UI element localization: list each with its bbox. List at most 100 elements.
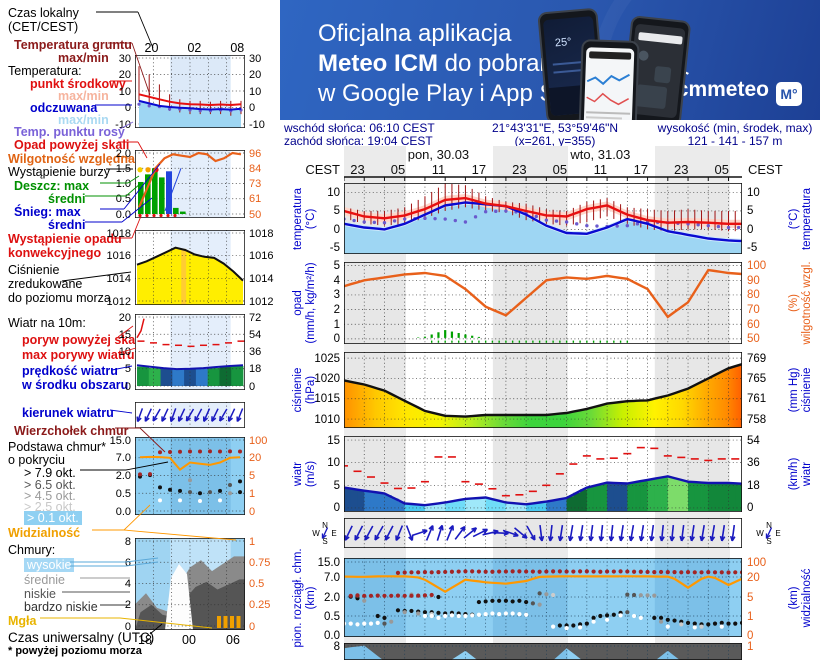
axis-tick-wiatr-kmh: 36 [747,457,760,470]
axis-tick-opad: 70 [747,304,760,317]
hour-label: 23 [674,162,689,177]
axis-tick-chmury-r: 1 [747,641,754,653]
axis-tick-cis: 1010 [314,413,340,426]
legend-konwekcyjnego: konwekcyjnego [8,246,102,260]
mini-tick-wiatr: 15 [118,328,131,341]
axis-title-chm: (km) [305,586,317,609]
axis-title-chm: pion. rozciągł. chm. [292,547,304,648]
axis-tick-temp: 10 [327,187,340,200]
axis-tick-cis: 1015 [314,393,340,406]
panel-dir [344,518,742,548]
legend-chmury-: Chmury: [8,543,56,557]
axis-title-temp: temperatura [801,187,813,250]
svg-text:N: N [322,521,328,530]
mini-tick-opad: 84 [249,162,262,175]
axis-tick-cis: 1020 [314,372,340,385]
mini-tick-cis: 1018 [106,227,131,240]
mini-tick-chm: 2.0 [115,470,131,482]
mini-tick-wiatr: 0 [249,380,256,393]
date-label: wto, 31.03 [570,147,631,162]
axis-tick-wiatr: 15 [327,434,340,447]
mini-tick-chm: 0 [249,505,256,518]
mini-chart-opad [135,150,245,218]
hour-label: 11 [593,162,608,177]
legend--2-5-okt-: > 2.5 okt. [24,500,76,514]
mini-tick-cis: 1014 [249,272,274,285]
legend-wilgotność-względna: Wilgotność względna [8,152,135,166]
axis-tick-wiatr: 5 [333,479,340,492]
axis-tick-cis-mmhg: 765 [747,372,767,385]
app-promo-banner[interactable]: Oficjalna aplikacja Meteo ICM do pobrani… [280,0,820,120]
legend-leader-lines [40,11,237,635]
legend--powyżej-poziomu-morza: * powyżej poziomu morza [8,645,142,657]
axis-tick-cis: 1025 [314,352,340,365]
axis-title-cis: ciśnienie [292,367,304,413]
legend-deszcz-max: Deszcz: max [14,179,90,193]
svg-text:E: E [775,529,780,538]
mini-tick-opad: 61 [249,193,262,206]
legend-temperatura-gruntu: Temperatura gruntu [14,38,132,52]
sunset-info: zachód słońca: 19:04 CEST [284,134,433,148]
axis-tick-opad: 5 [333,260,340,273]
axis-title-cis: (hPa) [305,375,317,405]
axis-tick-opad: 100 [747,260,767,273]
axis-tick-cis-mmhg: 761 [747,393,767,406]
legend-widzialność: Widzialność [8,526,81,540]
mini-chart-temp [135,55,245,128]
grid-xy: (x=261, y=355) [514,134,596,148]
icmmeteo-logo[interactable]: icmmeteo M° [662,68,802,106]
date-label: pon, 30.03 [407,147,470,162]
legend-mgła: Mgła [8,614,37,628]
mini-tick-chmury: 4 [124,578,131,590]
legend--0-1-okt-: > 0.1 okt. [24,511,82,525]
legend-wiatr-na-10m-: Wiatr na 10m: [8,316,86,330]
altitude-label: wysokość (min, środek, max) [657,121,813,135]
axis-tick-opad: 3 [333,289,340,302]
axis-title-wiatr: (km/h) [788,457,800,491]
legend-o-pokryciu: o pokryciu [8,453,65,467]
altitude-values: 121 - 141 - 157 m [687,134,783,148]
legend-czas-lokalny: Czas lokalny [8,6,79,20]
mini-tick-temp: -10 [249,118,265,131]
legend-max-min: max/min [58,113,109,127]
mini-tick-wiatr: 20 [118,311,131,324]
legend-temperatura-: Temperatura: [8,64,82,78]
mini-tick-cis: 1018 [249,227,274,240]
mini-tick-wiatr: 0 [124,380,131,393]
legend-wierzchołek-chmur: Wierzchołek chmur [14,424,129,438]
mini-tick-cis: 1012 [249,295,274,308]
mini-tick-chmury: 0 [124,620,131,633]
svg-text:N: N [766,521,772,530]
axis-title-cis: ciśnienie [801,367,813,413]
hour-label: 23 [512,162,527,177]
mini-tick-wiatr: 18 [249,363,262,376]
mini-tick-temp: 0 [249,102,256,114]
axis-tick-chm: 15.0 [317,556,340,569]
axis-tick-widzialnosc: 0 [747,629,754,642]
axis-tick-cis-mmhg: 769 [747,352,767,365]
mini-chart-cis [135,230,245,305]
svg-text:W: W [756,529,764,538]
mini-tick-temp: 20 [118,69,131,81]
axis-title-wiatr: (m/s) [305,460,317,488]
axis-tick-chm: 0.5 [324,610,340,623]
mini-temp-hour: 08 [230,41,245,55]
mini-tick-cis: 1016 [106,250,131,263]
mini-tick-temp: 10 [118,85,131,98]
axis-tick-chmury: 8 [333,641,340,653]
legend-średni: średni [48,218,86,232]
legend--cet-cest-: (CET/CEST) [8,20,79,34]
axis-tick-widzialnosc: 20 [747,571,760,584]
legend-punkt-środkowy: punkt środkowy [30,77,126,91]
legend-bardzo-niskie: bardzo niskie [24,600,98,614]
panel-opad [344,262,742,344]
axis-tick-wiatr-kmh: 0 [747,502,754,515]
axis-tick-temp: -5 [329,242,340,255]
mini-tick-chmury: 6 [124,556,131,569]
legend-odczuwana: odczuwana [30,101,98,115]
legend--4-5-okt-: > 4.5 okt. [24,489,76,503]
panel-cis [344,352,742,428]
legend-czas-uniwersalny-utc-: Czas uniwersalny (UTC) [8,630,155,645]
